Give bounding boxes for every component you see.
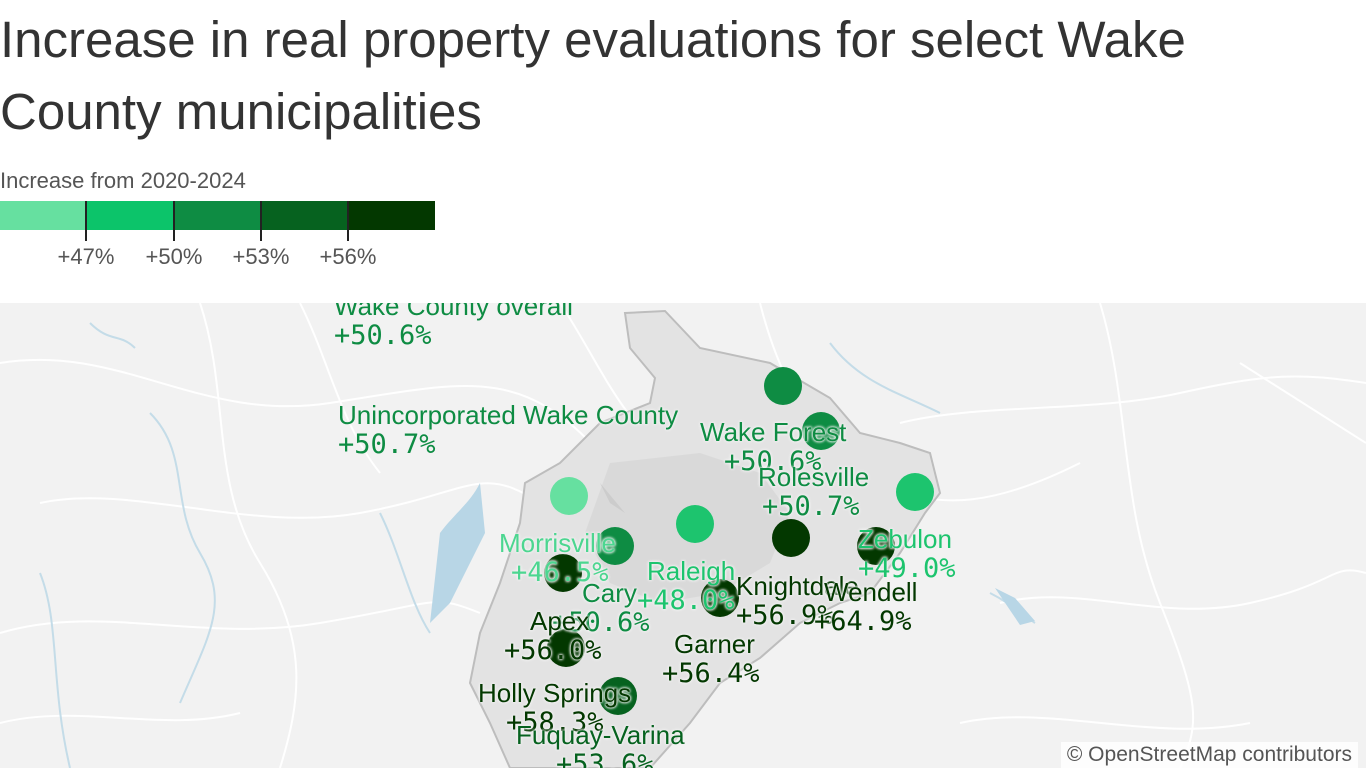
place-value: +58.3% — [506, 707, 604, 738]
fuquay-varina-dot[interactable] — [599, 677, 637, 715]
place-value: +56.4% — [662, 658, 760, 689]
legend-swatch — [86, 201, 174, 230]
legend-tick-label: +47% — [57, 244, 115, 269]
legend-color-scale — [0, 201, 435, 230]
wake-forest-label: Wake Forest +50.6% — [700, 417, 846, 477]
chart-title: Increase in real property evaluations fo… — [0, 11, 1186, 140]
legend-tick — [85, 201, 87, 241]
place-name: Rolesville — [758, 462, 870, 492]
wendell-label: Wendell +64.9% — [814, 577, 918, 637]
morrisville-dot[interactable] — [550, 477, 588, 515]
garner-dot[interactable] — [701, 579, 739, 617]
place-name: Unincorporated Wake County — [338, 400, 679, 430]
raleigh-label: Raleigh +48.0% — [637, 556, 736, 616]
legend-tick-label: +50% — [145, 244, 203, 269]
fuquay-varina-label: Fuquay-Varina +53.6% — [516, 720, 685, 768]
legend-swatch — [261, 201, 348, 230]
legend-swatch — [348, 201, 435, 230]
place-name: Wake Forest — [700, 417, 847, 447]
map-attribution[interactable]: © OpenStreetMap contributors — [1060, 742, 1358, 768]
wake-forest-dot[interactable] — [764, 367, 802, 405]
rolesville-dot[interactable] — [802, 412, 840, 450]
lake — [995, 588, 1035, 625]
place-name: Wendell — [824, 577, 918, 607]
place-name: Apex — [530, 606, 590, 636]
place-value: +50.7% — [762, 491, 860, 522]
wake-county-overall-label: Wake County overall +50.6% — [334, 303, 573, 351]
legend-swatch — [0, 201, 86, 230]
place-name: Fuquay-Varina — [516, 720, 685, 750]
zebulon-dot[interactable] — [896, 473, 934, 511]
place-name: Knightdale — [736, 571, 859, 601]
legend-tick — [347, 201, 349, 241]
holly-springs-label: Holly Springs +58.3% — [478, 678, 631, 738]
map[interactable]: Wake County overall +50.6% Unincorporate… — [0, 303, 1366, 768]
knightdale-dot[interactable] — [772, 519, 810, 557]
place-value: +49.0% — [858, 553, 956, 584]
cary-label: Cary +50.6% — [552, 578, 650, 638]
wendell-dot[interactable] — [857, 527, 895, 565]
holly-springs-dot[interactable] — [547, 629, 585, 667]
place-name: Holly Springs — [478, 678, 632, 708]
place-value: +46.5% — [511, 557, 609, 588]
garner-label: Garner +56.4% — [662, 629, 760, 689]
place-name: Zebulon — [858, 524, 952, 554]
apex-dot[interactable] — [544, 554, 582, 592]
morrisville-label: Morrisville +46.5% — [499, 528, 616, 588]
place-value: +50.6% — [334, 320, 432, 351]
legend-tick-label: +53% — [232, 244, 290, 269]
cary-dot[interactable] — [596, 527, 634, 565]
place-name: Wake County overall — [334, 303, 573, 321]
unincorporated-wake-county-label: Unincorporated Wake County +50.7% — [338, 400, 678, 460]
place-name: Garner — [674, 629, 755, 659]
place-name: Morrisville — [499, 528, 616, 558]
legend-title: Increase from 2020-2024 — [0, 168, 246, 193]
apex-label: Apex +56.0% — [504, 606, 602, 666]
knightdale-label: Knightdale +56.9% — [736, 571, 859, 631]
place-value: +48.0% — [637, 585, 735, 616]
legend-tick-label: +56% — [319, 244, 377, 269]
legend-tick — [173, 201, 175, 241]
raleigh-dot[interactable] — [676, 505, 714, 543]
lake — [430, 483, 485, 623]
place-value: +64.9% — [814, 606, 912, 637]
place-value: +53.6% — [556, 749, 654, 768]
place-name: Cary — [582, 578, 637, 608]
place-name: Raleigh — [647, 556, 736, 586]
rolesville-label: Rolesville +50.7% — [758, 462, 869, 522]
airport — [600, 483, 625, 513]
legend-tick — [260, 201, 262, 241]
place-value: +50.7% — [338, 429, 436, 460]
place-value: +56.0% — [504, 635, 602, 666]
legend-swatch — [174, 201, 261, 230]
place-value: +50.6% — [552, 607, 650, 638]
place-value: +56.9% — [736, 600, 834, 631]
zebulon-label: Zebulon +49.0% — [858, 524, 956, 584]
place-value: +50.6% — [724, 446, 822, 477]
